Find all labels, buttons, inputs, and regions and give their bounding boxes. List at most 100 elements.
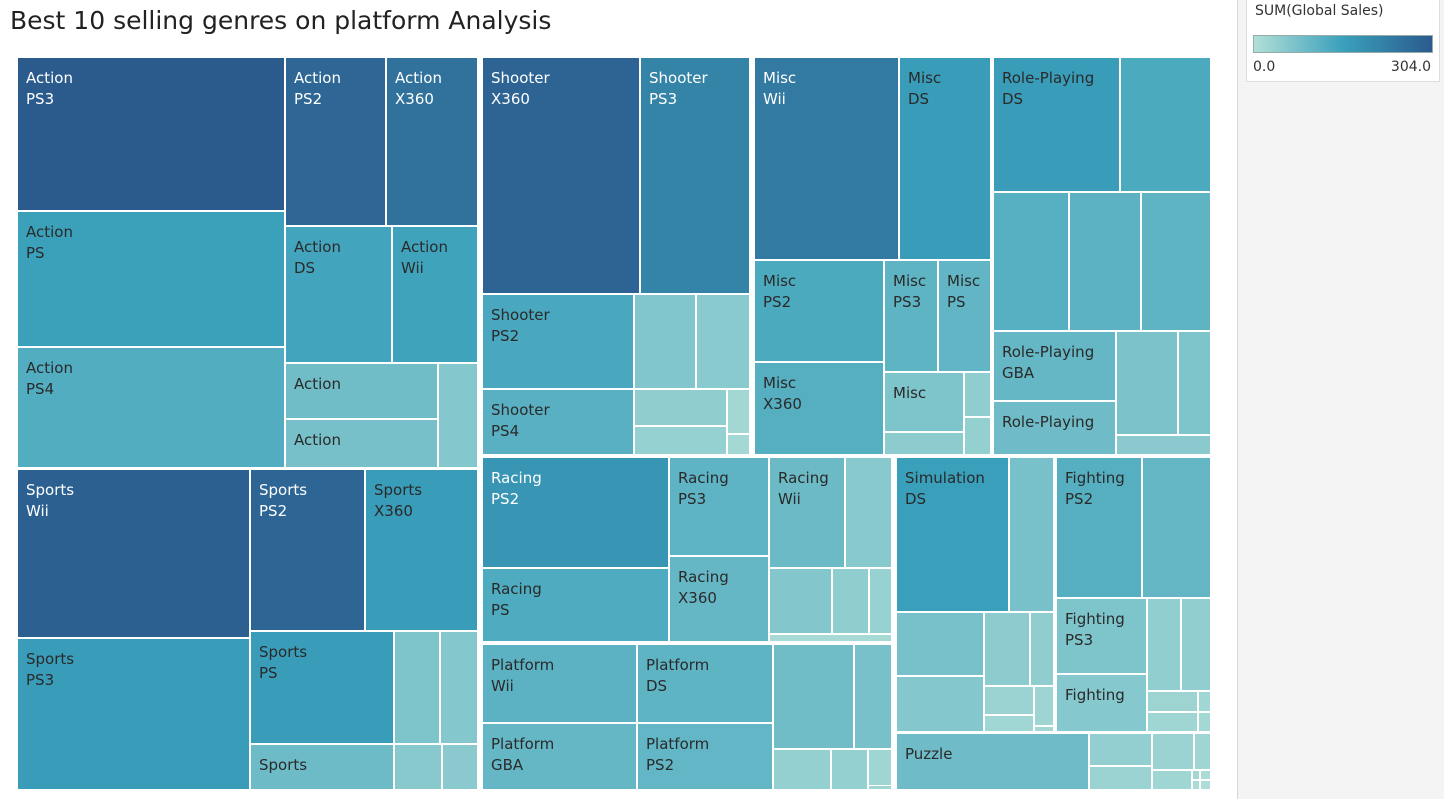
treemap-tile-shooter-tile-9[interactable] bbox=[727, 389, 750, 434]
treemap-tile-misc-ps[interactable]: Misc PS bbox=[938, 260, 991, 372]
treemap-tile-sports-ps3[interactable]: Sports PS3 bbox=[17, 638, 250, 790]
treemap-tile-shooter-tile-10[interactable] bbox=[727, 434, 750, 455]
treemap-tile-misc-ps2[interactable]: Misc PS2 bbox=[754, 260, 884, 362]
treemap-tile-platform-wii[interactable]: Platform Wii bbox=[482, 644, 637, 723]
treemap-tile-racing-tile-9[interactable] bbox=[869, 568, 892, 634]
treemap-tile-sports-ps[interactable]: Sports PS bbox=[250, 631, 394, 744]
treemap-tile-role-playing-ds[interactable]: Role-Playing DS bbox=[993, 57, 1120, 192]
treemap-tile-simulation-tile-9[interactable] bbox=[984, 715, 1034, 732]
treemap-tile-sports-wii[interactable]: Sports Wii bbox=[17, 469, 250, 638]
treemap-tile-platform-tile-8[interactable] bbox=[831, 749, 868, 790]
treemap-tile-action-tile-9[interactable]: Action bbox=[285, 419, 438, 468]
treemap-tile-action-wii[interactable]: Action Wii bbox=[392, 226, 478, 363]
treemap-tile-simulation-tile-2[interactable] bbox=[1009, 457, 1054, 612]
treemap-tile-simulation-tile-8[interactable] bbox=[1034, 686, 1054, 726]
treemap-tile-platform-ps2[interactable]: Platform PS2 bbox=[637, 723, 773, 790]
treemap-tile-misc-tile-10[interactable] bbox=[964, 417, 991, 455]
treemap-tile-misc-x360[interactable]: Misc X360 bbox=[754, 362, 884, 455]
treemap-tile-platform-ds[interactable]: Platform DS bbox=[637, 644, 773, 723]
treemap-tile-racing-tile-8[interactable] bbox=[832, 568, 869, 634]
treemap-tile-action-x360[interactable]: Action X360 bbox=[386, 57, 478, 226]
treemap-tile-misc-ps3[interactable]: Misc PS3 bbox=[884, 260, 938, 372]
treemap-tile-platform-tile-9[interactable] bbox=[868, 749, 892, 790]
treemap-tile-fighting-tile-5[interactable] bbox=[1147, 598, 1181, 691]
treemap[interactable]: Action PS3 Action PS2 Action X360 Action PS… bbox=[0, 0, 1230, 799]
treemap-tile-racing-ps[interactable]: Racing PS bbox=[482, 568, 669, 642]
treemap-tile-action-ps4[interactable]: Action PS4 bbox=[17, 347, 285, 468]
treemap-tile-fighting-ps2[interactable]: Fighting PS2 bbox=[1056, 457, 1142, 598]
treemap-tile-fighting-tile-6[interactable] bbox=[1181, 598, 1211, 691]
treemap-tile-fighting-tile-10[interactable] bbox=[1198, 712, 1211, 732]
treemap-tile-fighting-ps3[interactable]: Fighting PS3 bbox=[1056, 598, 1147, 674]
treemap-tile-racing-ps3[interactable]: Racing PS3 bbox=[669, 457, 769, 556]
treemap-tile-sports-tile-8[interactable] bbox=[440, 631, 478, 744]
treemap-tile-fighting-tile-4[interactable]: Fighting bbox=[1056, 674, 1147, 732]
treemap-tile-shooter-tile-6[interactable] bbox=[696, 294, 750, 389]
treemap-tile-fighting-tile-9[interactable] bbox=[1198, 691, 1211, 712]
treemap-tile-racing-tile-7[interactable] bbox=[845, 457, 892, 568]
treemap-tile-role-playing-tile-3[interactable] bbox=[993, 192, 1069, 331]
treemap-tile-misc-ds[interactable]: Misc DS bbox=[899, 57, 991, 260]
treemap-tile-shooter-x360[interactable]: Shooter X360 bbox=[482, 57, 640, 294]
treemap-tile-simulation-ds[interactable]: Simulation DS bbox=[896, 457, 1009, 612]
treemap-tile-shooter-tile-7[interactable] bbox=[634, 389, 727, 426]
treemap-tile-fighting-tile-8[interactable] bbox=[1147, 712, 1198, 732]
treemap-tile-shooter-ps2[interactable]: Shooter PS2 bbox=[482, 294, 634, 389]
treemap-tile-shooter-ps4[interactable]: Shooter PS4 bbox=[482, 389, 634, 455]
treemap-tile-action-tile-8[interactable]: Action bbox=[285, 363, 438, 419]
treemap-tile-sports-ps2[interactable]: Sports PS2 bbox=[250, 469, 365, 631]
treemap-tile-action-ps[interactable]: Action PS bbox=[17, 211, 285, 347]
treemap-tile-simulation-tile-7[interactable] bbox=[984, 686, 1034, 715]
treemap-tile-puzzle-tile-7[interactable] bbox=[1192, 770, 1200, 780]
treemap-tile-simulation-tile-6[interactable] bbox=[1030, 612, 1054, 686]
treemap-tile-role-playing-tile-8[interactable] bbox=[1116, 331, 1178, 435]
treemap-tile-sports-tile-6[interactable]: Sports bbox=[250, 744, 394, 790]
treemap-tile-role-playing-tile-5[interactable] bbox=[1141, 192, 1211, 331]
treemap-tile-role-playing-tile-7[interactable]: Role-Playing bbox=[993, 401, 1116, 455]
treemap-tile-action-ps2[interactable]: Action PS2 bbox=[285, 57, 386, 226]
treemap-tile-simulation-tile-10[interactable] bbox=[1034, 726, 1054, 732]
treemap-tile-shooter-tile-5[interactable] bbox=[634, 294, 696, 389]
treemap-tile-platform-gba[interactable]: Platform GBA bbox=[482, 723, 637, 790]
treemap-tile-racing-x360[interactable]: Racing X360 bbox=[669, 556, 769, 642]
treemap-tile-puzzle-tile-6[interactable] bbox=[1152, 770, 1192, 790]
treemap-tile-puzzle-tile-8[interactable] bbox=[1192, 780, 1200, 790]
treemap-tile-puzzle-tile-5[interactable] bbox=[1194, 733, 1211, 770]
treemap-tile-role-playing-tile-10[interactable] bbox=[1116, 435, 1211, 455]
treemap-tile-platform-tile-6[interactable] bbox=[854, 644, 892, 749]
treemap-tile-role-playing-gba[interactable]: Role-Playing GBA bbox=[993, 331, 1116, 401]
treemap-tile-shooter-tile-8[interactable] bbox=[634, 426, 727, 455]
treemap-tile-simulation-tile-3[interactable] bbox=[896, 612, 984, 676]
treemap-tile-platform-tile-5[interactable] bbox=[773, 644, 854, 749]
treemap-tile-role-playing-tile-4[interactable] bbox=[1069, 192, 1141, 331]
treemap-tile-action-tile-10[interactable] bbox=[438, 363, 478, 468]
treemap-tile-platform-tile-10[interactable] bbox=[868, 785, 892, 790]
treemap-tile-racing-ps2[interactable]: Racing PS2 bbox=[482, 457, 669, 568]
treemap-tile-action-ds[interactable]: Action DS bbox=[285, 226, 392, 363]
treemap-tile-puzzle-tile-1[interactable]: Puzzle bbox=[896, 733, 1089, 790]
treemap-tile-fighting-tile-7[interactable] bbox=[1147, 691, 1198, 712]
treemap-tile-sports-tile-7[interactable] bbox=[394, 631, 440, 744]
treemap-tile-role-playing-tile-2[interactable] bbox=[1120, 57, 1211, 192]
treemap-tile-misc-tile-7[interactable]: Misc bbox=[884, 372, 964, 432]
treemap-tile-puzzle-tile-3[interactable] bbox=[1089, 766, 1152, 790]
treemap-tile-racing-wii[interactable]: Racing Wii bbox=[769, 457, 845, 568]
treemap-tile-platform-tile-7[interactable] bbox=[773, 749, 831, 790]
treemap-tile-sports-x360[interactable]: Sports X360 bbox=[365, 469, 478, 631]
treemap-tile-action-ps3[interactable]: Action PS3 bbox=[17, 57, 285, 211]
treemap-tile-racing-tile-6[interactable] bbox=[769, 568, 832, 634]
treemap-tile-fighting-tile-2[interactable] bbox=[1142, 457, 1211, 598]
treemap-tile-simulation-tile-4[interactable] bbox=[896, 676, 984, 732]
treemap-tile-puzzle-tile-9[interactable] bbox=[1200, 770, 1211, 780]
treemap-tile-misc-tile-9[interactable] bbox=[964, 372, 991, 417]
treemap-tile-racing-tile-10[interactable] bbox=[769, 634, 892, 642]
treemap-tile-role-playing-tile-9[interactable] bbox=[1178, 331, 1211, 435]
treemap-tile-sports-tile-9[interactable] bbox=[394, 744, 442, 790]
treemap-tile-puzzle-tile-2[interactable] bbox=[1089, 733, 1152, 766]
treemap-tile-puzzle-tile-4[interactable] bbox=[1152, 733, 1194, 770]
treemap-tile-misc-wii[interactable]: Misc Wii bbox=[754, 57, 899, 260]
treemap-tile-misc-tile-8[interactable] bbox=[884, 432, 964, 455]
color-legend[interactable]: SUM(Global Sales) 0.0 304.0 bbox=[1246, 0, 1440, 82]
treemap-tile-puzzle-tile-10[interactable] bbox=[1200, 780, 1211, 790]
treemap-tile-sports-tile-10[interactable] bbox=[442, 744, 478, 790]
